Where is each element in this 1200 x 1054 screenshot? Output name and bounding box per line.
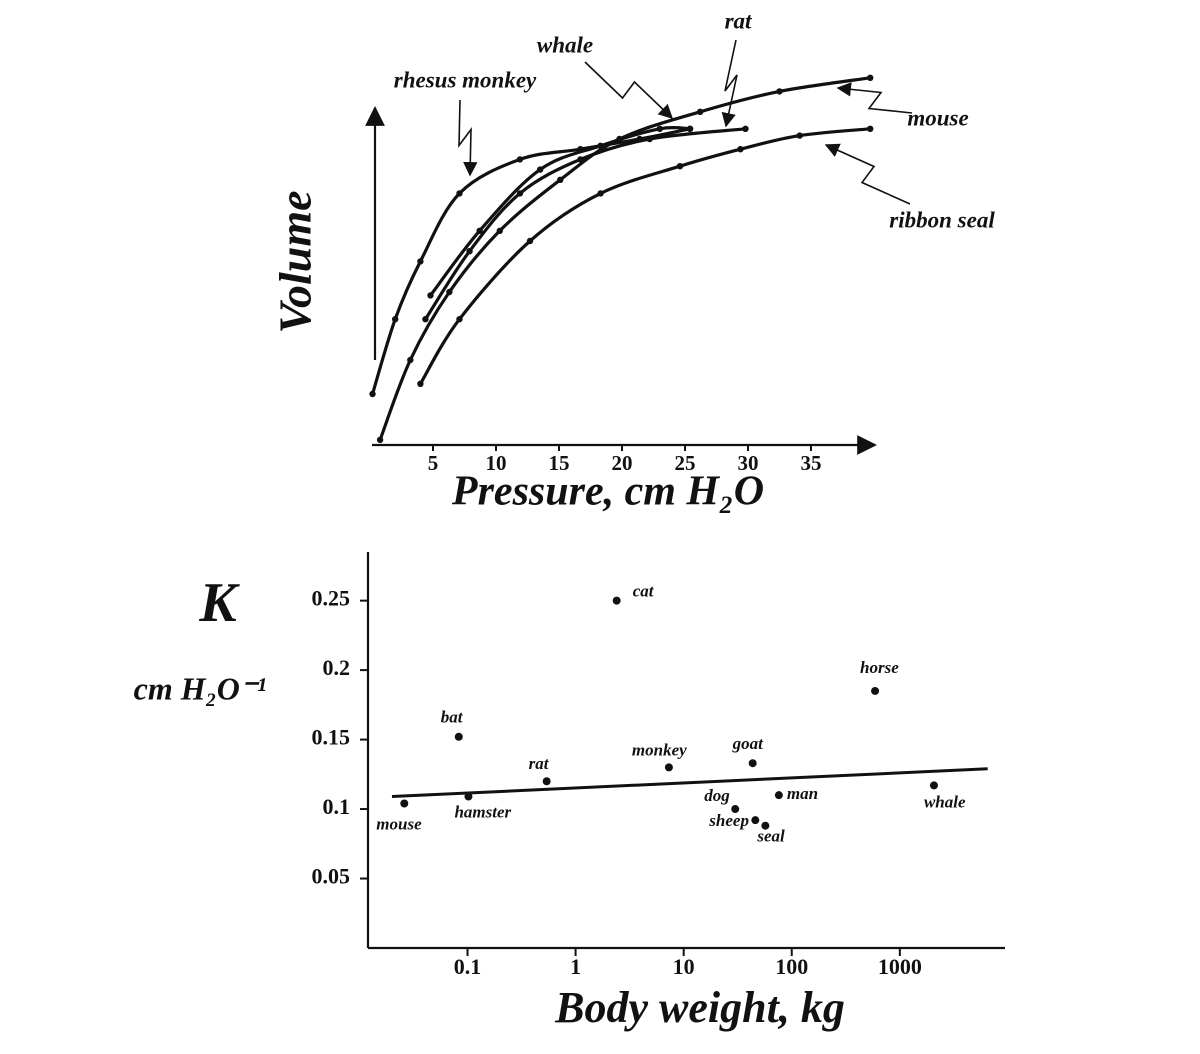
annotation-arrow [836,82,913,114]
x-axis-label: Pressure, cm H₂O [451,469,764,515]
annotation-arrow [458,99,478,177]
point-label: bat [441,708,464,727]
point-label: hamster [454,802,511,821]
data-point [516,190,524,197]
data-point [696,108,704,116]
x-tick-label: 100 [775,954,808,979]
data-point [676,163,684,170]
data-point [456,190,463,197]
x-tick-label: 30 [738,451,759,475]
y-tick-label: 0.05 [312,864,351,889]
compliance-chart: K cm H₂O⁻¹ Body weight, kg [134,552,1005,1032]
data-point [466,248,473,255]
data-point [776,88,783,95]
trend-line [391,767,988,799]
data-point [871,686,880,695]
point-label: whale [924,792,966,811]
data-point [369,390,376,398]
x-tick-label: 1 [570,954,581,979]
pressure-volume-chart: Volume Pressure, cm H₂O [270,106,877,515]
data-point [526,237,534,245]
point-label: horse [860,658,899,677]
y-axis-label: Volume [270,190,321,333]
y-axis-unit: cm H₂O⁻¹ [134,670,267,706]
x-axis-label: Body weight, kg [554,983,845,1032]
annotation-arrow [721,39,738,128]
data-point [796,132,803,139]
data-point [686,125,694,132]
x-tick-label: 1000 [878,954,922,979]
x-tick-label: 0.1 [454,954,482,979]
data-point [446,288,453,296]
y-axis-label: K [198,572,240,634]
point-label: seal [756,827,785,846]
y-tick-label: 0.1 [323,794,351,819]
series-label: mouse [907,105,968,130]
data-point [731,805,740,814]
x-tick-label: 10 [673,954,695,979]
series-label: rat [725,8,752,33]
data-point [407,356,414,364]
x-tick-label: 20 [612,451,633,475]
data-point [422,316,429,323]
data-point [464,792,473,801]
data-point [516,156,524,163]
data-point [557,176,564,183]
data-point [392,316,399,323]
data-point [376,436,384,444]
data-point [742,125,749,132]
y-tick-label: 0.25 [312,586,351,611]
y-tick-label: 0.15 [312,725,351,750]
x-tick-label: 25 [675,451,696,475]
data-point [417,258,424,265]
point-label: goat [732,734,765,753]
point-label: sheep [708,811,749,830]
data-point [664,763,673,772]
curve [424,127,746,321]
point-label: cat [633,582,655,601]
data-point [751,816,760,825]
curve [378,76,871,441]
data-point [867,74,874,82]
series-label: ribbon seal [889,207,995,232]
data-point [496,227,503,234]
point-label: mouse [376,814,422,833]
data-point [597,190,604,197]
data-point [456,316,463,323]
data-point [400,799,409,808]
data-point [612,596,621,605]
point-label: dog [704,786,730,805]
x-tick-label: 15 [549,451,570,475]
data-point [761,821,770,830]
data-point [646,135,653,143]
series-label: whale [537,32,593,57]
curve [419,127,871,385]
point-label: rat [529,754,550,773]
data-point [454,732,463,741]
data-point [774,791,783,800]
data-point [417,380,424,387]
data-point [427,292,434,299]
annotation-arrow [824,143,911,205]
point-label: man [787,784,818,803]
data-point [748,759,757,768]
data-point [476,227,483,234]
point-label: monkey [632,740,687,759]
data-point [929,781,938,790]
data-point [737,146,744,153]
x-tick-label: 35 [801,451,822,475]
data-point [536,166,544,173]
x-tick-label: 10 [486,451,507,475]
data-point [542,777,551,786]
series-label: rhesus monkey [394,67,537,92]
data-point [656,125,663,132]
data-point [616,135,623,143]
annotation-arrow [584,61,674,119]
y-tick-label: 0.2 [323,655,351,680]
x-tick-label: 5 [428,451,439,475]
data-point [867,125,874,132]
